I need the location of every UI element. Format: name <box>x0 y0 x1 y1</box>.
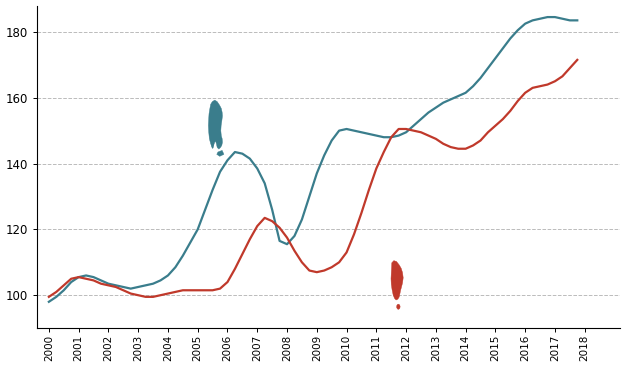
Polygon shape <box>212 142 213 148</box>
Polygon shape <box>397 304 400 309</box>
Polygon shape <box>391 261 403 300</box>
Polygon shape <box>208 100 222 149</box>
Polygon shape <box>217 150 224 156</box>
